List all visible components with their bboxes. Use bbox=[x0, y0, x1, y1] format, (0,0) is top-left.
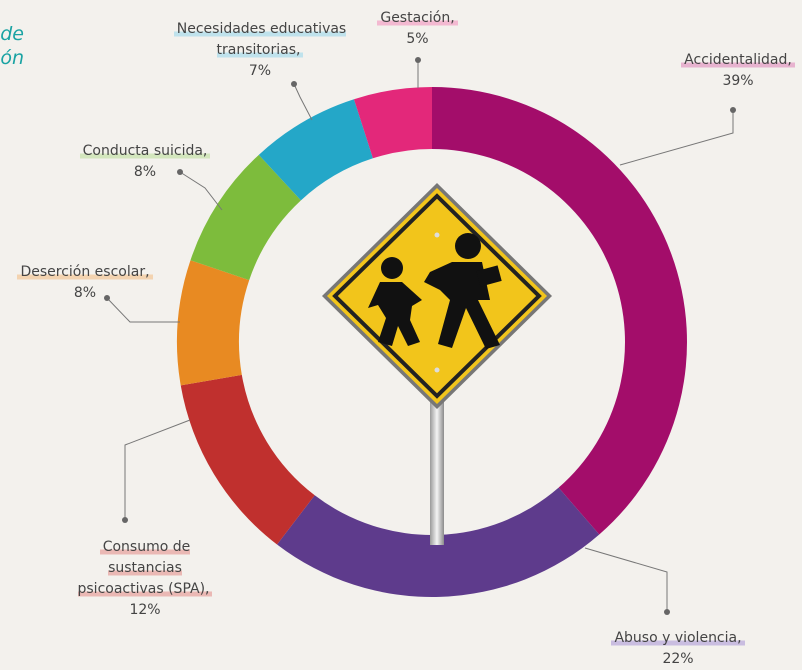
value-label: 7% bbox=[248, 63, 272, 79]
data-label: Conducta suicida, 8% bbox=[60, 141, 230, 183]
value-label: 39% bbox=[722, 73, 754, 89]
category-label: Gestación, bbox=[377, 10, 458, 26]
category-label: Consumo de sustancias psicoactivas (SPA)… bbox=[77, 539, 213, 597]
category-label: Necesidades educativas transitorias, bbox=[173, 21, 347, 58]
value-label: 5% bbox=[406, 31, 429, 47]
value-label: 12% bbox=[129, 602, 161, 618]
category-label: Abuso y violencia, bbox=[611, 630, 745, 646]
data-label: Gestación, 5% bbox=[365, 8, 470, 50]
leader-line bbox=[179, 171, 223, 211]
leader-dot bbox=[104, 295, 110, 301]
leader-dot bbox=[415, 57, 421, 63]
category-label: Deserción escolar, bbox=[17, 264, 153, 280]
leader-line bbox=[293, 83, 313, 121]
leader-dot bbox=[730, 107, 736, 113]
data-label: Necesidades educativas transitorias, 7% bbox=[160, 19, 360, 82]
value-label: 22% bbox=[662, 651, 694, 667]
leader-dot bbox=[122, 517, 128, 523]
title-fragment: ón bbox=[0, 47, 24, 69]
title-fragment: de bbox=[0, 23, 24, 45]
value-label: 8% bbox=[133, 164, 157, 180]
value-label: 8% bbox=[73, 285, 97, 301]
leader-line bbox=[584, 547, 668, 612]
category-label: Conducta suicida, bbox=[79, 143, 211, 159]
leader-line bbox=[124, 419, 191, 520]
category-label: Accidentalidad, bbox=[681, 52, 795, 68]
school-crossing-sign bbox=[322, 183, 552, 545]
leader-dot bbox=[291, 81, 297, 87]
donut-segment bbox=[177, 260, 250, 386]
donut-segment bbox=[190, 154, 301, 281]
leader-dot bbox=[177, 169, 183, 175]
data-label: Consumo de sustancias psicoactivas (SPA)… bbox=[70, 537, 220, 621]
data-label: Accidentalidad, 39% bbox=[668, 50, 802, 92]
donut-segment bbox=[432, 87, 688, 535]
donut-segment bbox=[353, 87, 432, 159]
data-label: Abuso y violencia, 22% bbox=[598, 628, 758, 670]
leader-line bbox=[106, 297, 180, 323]
donut-segment bbox=[180, 374, 315, 545]
donut-segment bbox=[258, 99, 373, 201]
data-label: Deserción escolar, 8% bbox=[0, 262, 170, 304]
leader-dot bbox=[664, 609, 670, 615]
leader-line bbox=[619, 110, 734, 166]
